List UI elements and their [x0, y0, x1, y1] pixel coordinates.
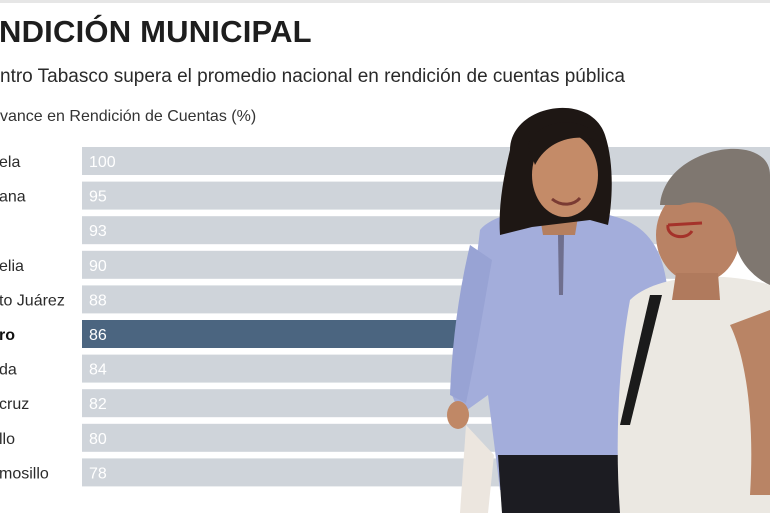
woman-left-face [532, 133, 598, 217]
woman-left-arm [450, 245, 492, 403]
value-label-9: 80 [89, 431, 107, 448]
paper-sheet [460, 425, 494, 513]
value-label-10: 78 [89, 465, 107, 482]
woman-right-glasses [666, 221, 703, 239]
woman-right-neck [672, 273, 720, 300]
category-label-5: to Juárez [0, 292, 65, 309]
photo-illustration [447, 107, 770, 513]
bar-2 [82, 181, 736, 210]
chart-title: NDICIÓN MUNICIPAL [0, 14, 312, 49]
woman-right-top [617, 276, 770, 513]
woman-right-arm [730, 310, 770, 495]
top-divider [0, 0, 770, 3]
category-label-10: mosillo [0, 465, 49, 482]
axis-label: vance en Rendición de Cuentas (%) [0, 108, 257, 125]
woman-left-hand [447, 401, 469, 429]
bar-1 [82, 147, 770, 175]
woman-right-face [656, 187, 740, 283]
chart-subtitle: ntro Tabasco supera el promedio nacional… [0, 66, 625, 87]
category-label-8: cruz [0, 396, 29, 413]
category-label-4: elia [0, 258, 24, 275]
woman-right-strap [620, 295, 662, 425]
value-label-3: 93 [89, 223, 107, 240]
woman-right-hair [660, 148, 770, 285]
category-label-9: llo [0, 431, 15, 448]
woman-left-fringe [528, 122, 602, 165]
category-label-6: ro [0, 327, 15, 344]
value-label-2: 95 [89, 189, 107, 206]
category-label-2: ana [0, 189, 26, 206]
value-label-5: 88 [89, 292, 107, 309]
value-label-7: 84 [89, 362, 107, 379]
value-label-6: 86 [89, 327, 107, 344]
category-label-1: ela [0, 154, 20, 171]
value-label-8: 82 [89, 396, 107, 413]
value-label-4: 90 [89, 258, 107, 275]
woman-left-smile [551, 196, 582, 206]
category-label-7: da [0, 362, 17, 379]
value-label-1: 100 [89, 154, 116, 171]
blouse-keyhole [558, 235, 564, 295]
